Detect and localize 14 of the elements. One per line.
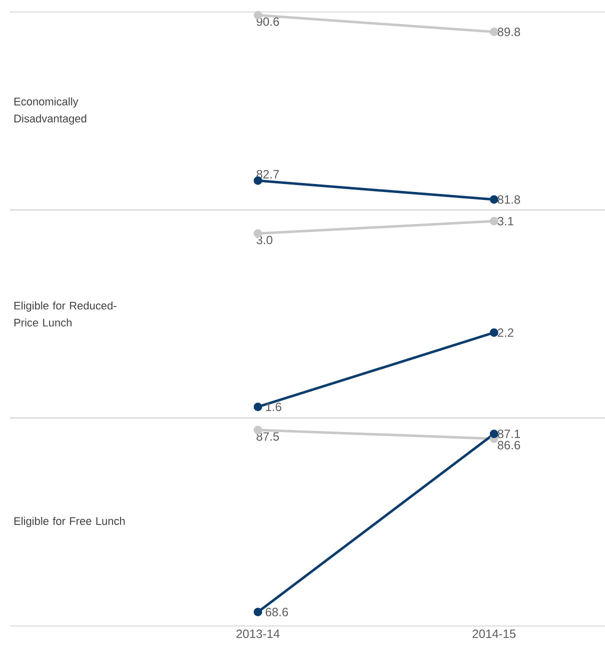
data-label: 89.8 <box>498 28 520 36</box>
data-label: 81.8 <box>498 195 520 204</box>
text: Eligible for Free Lunch <box>14 516 125 528</box>
x-tick-label: 2013-14 <box>236 630 280 638</box>
point <box>254 402 262 412</box>
data-label: 3.1 <box>498 216 514 226</box>
data-label: 86.6 <box>498 440 520 450</box>
point <box>254 608 262 616</box>
x-tick-label: 2014-15 <box>472 630 516 638</box>
text: Economically Disadvantaged <box>14 97 86 125</box>
data-label: 68.6 <box>266 608 288 616</box>
data-label: 87.1 <box>498 430 520 438</box>
data-label: 1.6 <box>266 402 282 412</box>
text: Eligible for Reduced-Price Lunch <box>14 301 116 327</box>
